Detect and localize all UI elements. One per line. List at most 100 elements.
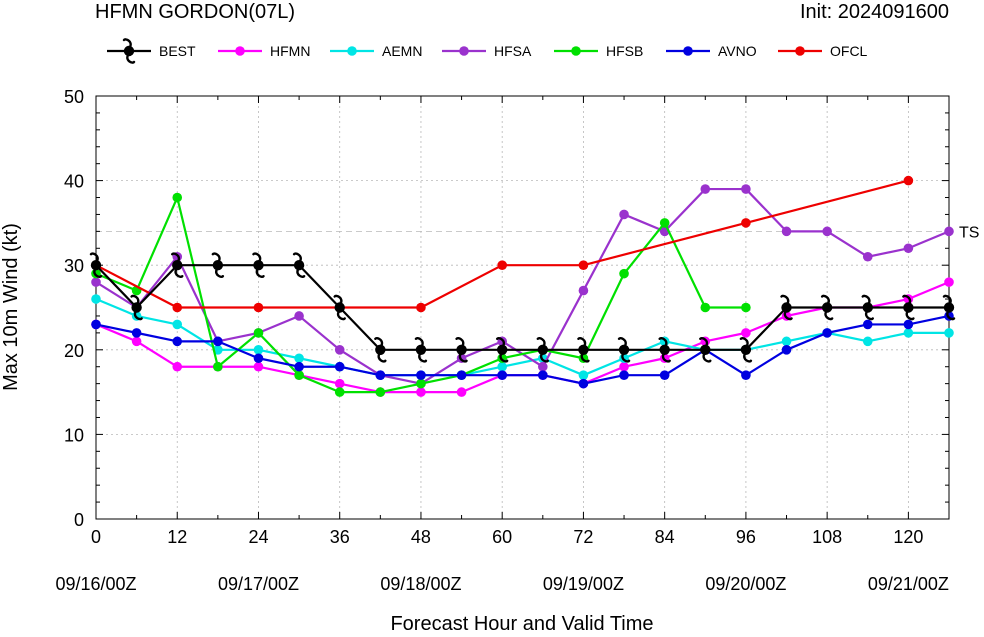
x-tick-label: 84	[655, 527, 675, 547]
data-point-aemn	[172, 319, 183, 330]
data-point-avno	[619, 370, 629, 380]
data-point-hfmn	[416, 387, 426, 397]
x-tick-label: 36	[330, 527, 350, 547]
data-point-hfsa	[741, 184, 751, 194]
data-point-hfsb	[375, 387, 386, 397]
data-point-ofcl	[903, 175, 914, 186]
data-point-avno	[416, 370, 426, 380]
data-point-avno	[578, 378, 589, 389]
x-tick-label: 0	[91, 527, 101, 547]
legend-swatch-icon	[459, 46, 469, 56]
data-point-hfsb	[619, 268, 629, 279]
data-point-best	[739, 337, 753, 363]
data-point-hfsa	[619, 209, 629, 220]
data-point-hfmn	[741, 328, 751, 338]
data-point-hfsa	[822, 226, 832, 237]
x-tick-label: 48	[411, 527, 431, 547]
data-point-best	[374, 337, 387, 363]
data-point-avno	[253, 353, 264, 364]
data-point-hfsa	[781, 226, 792, 237]
data-point-best	[333, 294, 346, 321]
x-tick-label: 120	[893, 527, 923, 547]
legend-swatch-icon	[347, 46, 357, 56]
y-tick-label: 40	[64, 172, 84, 192]
data-point-hfsb	[700, 302, 711, 313]
legend-label: HFSA	[494, 43, 532, 59]
data-point-hfsb	[741, 302, 751, 313]
legend-item-hfmn: HFMN	[218, 43, 310, 59]
data-point-best	[536, 337, 550, 363]
data-point-aemn	[944, 328, 954, 338]
data-point-aemn	[781, 336, 792, 347]
legend-swatch-icon	[571, 46, 581, 56]
y-tick-label: 10	[64, 425, 84, 445]
data-point-hfsb	[294, 370, 304, 380]
x-date-label: 09/16/00Z	[55, 574, 136, 594]
data-point-avno	[91, 319, 101, 330]
data-point-hfmn	[334, 378, 345, 389]
chart-title: HFMN GORDON(07L)	[95, 1, 295, 23]
legend-label: HFSB	[606, 43, 643, 59]
data-point-best	[171, 252, 184, 278]
legend-label: HFMN	[270, 43, 310, 59]
x-tick-label: 96	[736, 527, 756, 547]
reference-line-label: TS	[959, 224, 979, 241]
data-point-ofcl	[497, 260, 507, 271]
data-point-best	[902, 294, 915, 321]
y-tick-label: 50	[64, 87, 84, 107]
legend-label: AEMN	[382, 43, 422, 59]
data-point-avno	[497, 370, 507, 380]
data-point-avno	[213, 336, 223, 347]
data-point-hfsa	[294, 311, 304, 321]
data-point-avno	[334, 361, 345, 372]
data-point-ofcl	[172, 302, 183, 313]
data-point-aemn	[497, 361, 507, 372]
x-axis-label: Forecast Hour and Valid Time	[390, 613, 653, 632]
data-point-avno	[862, 319, 873, 330]
series-best	[89, 252, 956, 363]
data-point-hfmn	[456, 387, 467, 397]
data-point-hfsa	[700, 184, 711, 194]
data-point-best	[617, 337, 631, 363]
legend-item-best: BEST	[107, 38, 196, 64]
data-point-best	[780, 294, 793, 321]
data-point-hfsa	[862, 251, 873, 262]
data-point-best	[89, 252, 103, 278]
x-tick-label: 24	[248, 527, 268, 547]
data-point-ofcl	[578, 260, 589, 271]
x-tick-label: 72	[573, 527, 593, 547]
data-point-hfmn	[619, 361, 629, 372]
data-point-hfsb	[416, 378, 426, 389]
axes: 0 12 24 36 48 60 72 84 96 108 120 09/16/00Z 09/17/00…	[55, 87, 950, 594]
legend-label: OFCL	[830, 43, 868, 59]
data-point-hfsa	[91, 277, 101, 287]
data-point-hfsa	[538, 361, 548, 372]
data-point-best	[211, 252, 225, 278]
series-line-avno	[95, 314, 950, 385]
data-point-hfsa	[334, 345, 345, 355]
data-point-avno	[781, 345, 792, 355]
x-date-label: 09/20/00Z	[705, 574, 786, 594]
data-point-best	[130, 294, 143, 321]
series-line-best	[95, 264, 949, 351]
legend-item-ofcl: OFCL	[778, 43, 868, 59]
data-point-best	[699, 337, 712, 363]
data-point-avno	[375, 370, 386, 380]
data-point-best	[942, 294, 956, 321]
legend-item-hfsa: HFSA	[442, 43, 532, 59]
data-point-best	[455, 337, 468, 363]
data-point-hfsb	[253, 328, 264, 338]
data-point-ofcl	[416, 302, 426, 313]
data-point-avno	[903, 319, 914, 330]
x-tick-label: 12	[167, 527, 187, 547]
data-point-best	[577, 337, 590, 363]
data-point-aemn	[253, 345, 264, 355]
x-date-label: 09/18/00Z	[380, 574, 461, 594]
data-point-avno	[538, 370, 548, 380]
data-point-best	[292, 252, 306, 278]
x-date-label: 09/19/00Z	[543, 574, 624, 594]
legend-label: AVNO	[718, 43, 757, 59]
data-point-hfmn	[131, 336, 142, 347]
data-point-aemn	[862, 336, 873, 347]
legend-swatch-icon	[683, 46, 693, 56]
